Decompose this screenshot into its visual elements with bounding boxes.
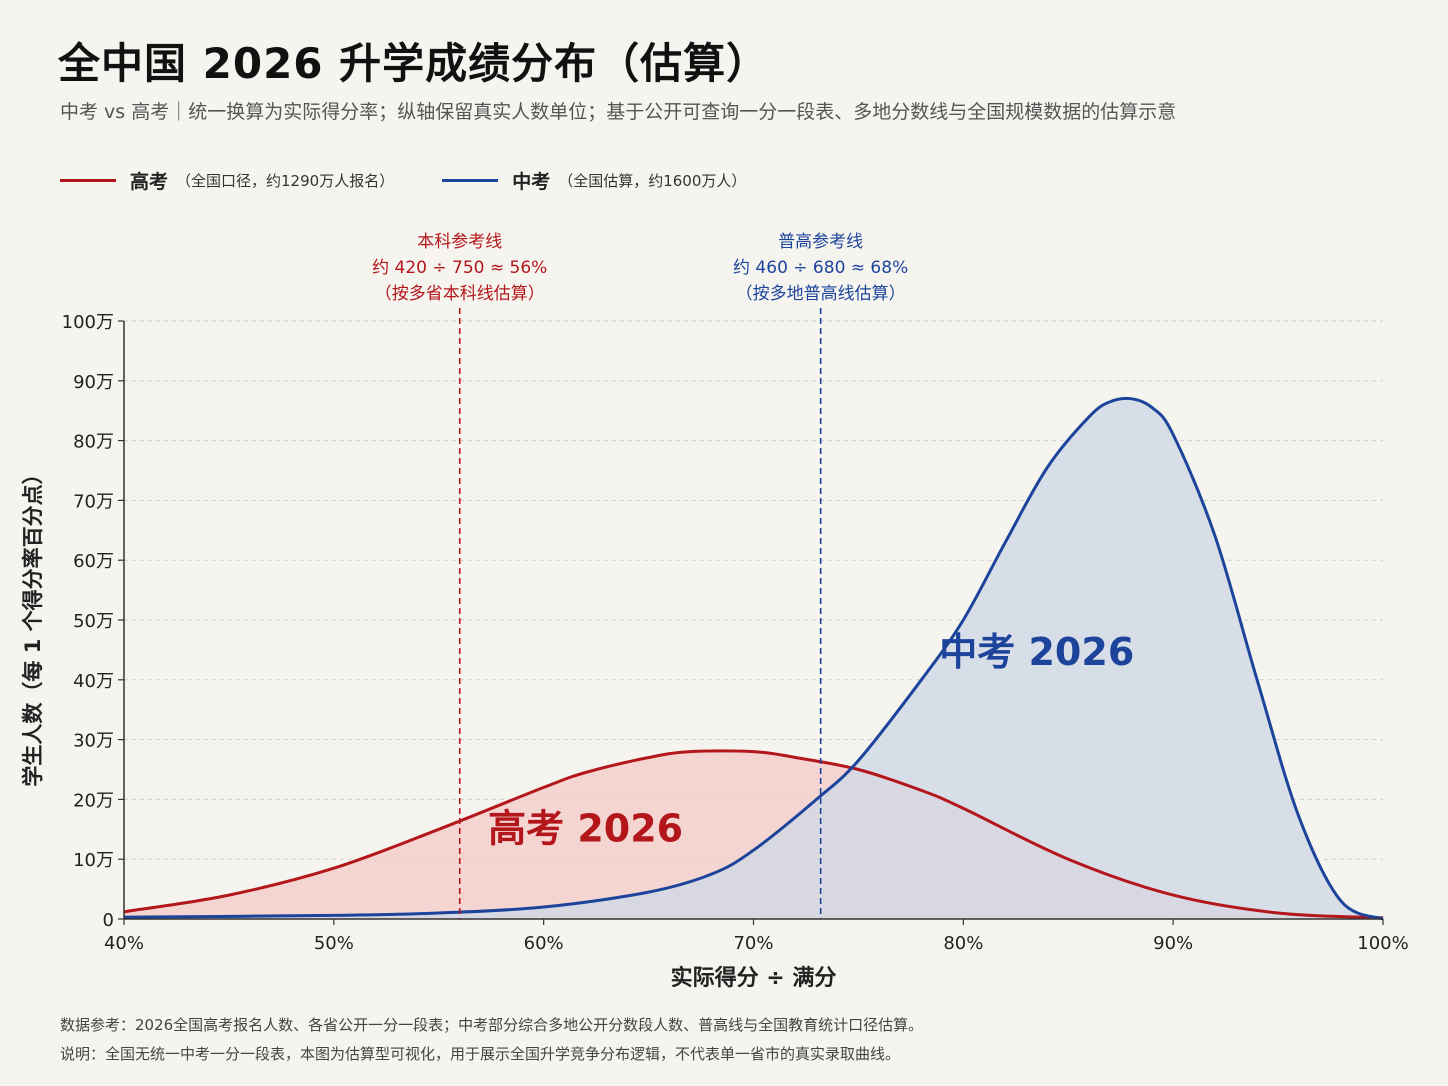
y-tick-label: 100万 [62, 312, 114, 333]
legend-item-zhongkao: 中考 （全国估算，约1600万人） [442, 167, 746, 194]
y-tick-label: 50万 [73, 611, 114, 632]
x-tick-label: 80% [943, 933, 983, 954]
legend-label-zhongkao: 中考 [512, 170, 551, 193]
x-axis-title: 实际得分 ÷ 满分 [671, 965, 837, 991]
reference-label-benke: 本科参考线 [417, 232, 502, 252]
gaokao-series-label: 高考 2026 [488, 806, 683, 850]
reference-label-pugao: 普高参考线 [778, 232, 863, 252]
legend-label-gaokao: 高考 [130, 170, 169, 193]
x-tick-label: 50% [314, 933, 354, 954]
y-tick-label: 80万 [73, 432, 114, 453]
y-tick-label: 30万 [73, 731, 114, 752]
footer-notes: 数据参考：2026全国高考报名人数、各省公开一分一段表；中考部分综合多地公开分数… [60, 1011, 923, 1069]
page-subtitle: 中考 vs 高考｜统一换算为实际得分率；纵轴保留真实人数单位；基于公开可查询一分… [60, 101, 1177, 123]
page-title: 全中国 2026 升学成绩分布（估算） [58, 39, 770, 88]
series-line-gaokao [123, 749, 1384, 920]
series-line-zhongkao [123, 396, 1384, 921]
y-tick-label: 90万 [73, 372, 114, 393]
disclaimer-note: 说明：全国无统一中考一分一段表，本图为估算型可视化，用于展示全国升学竞争分布逻辑… [60, 1045, 901, 1063]
legend-swatch-gaokao [60, 178, 116, 182]
series-area-zhongkao [124, 398, 1383, 919]
reference-label-pugao: （按多地普高线估算） [736, 284, 906, 304]
zhongkao-series-label: 中考 2026 [939, 630, 1134, 674]
y-tick-label: 20万 [73, 790, 114, 811]
reference-label-benke: 约 420 ÷ 750 ≈ 56% [372, 258, 547, 278]
y-tick-label: 60万 [73, 551, 114, 572]
y-tick-label: 10万 [73, 850, 114, 871]
x-tick-label: 40% [104, 933, 144, 954]
y-axis-title: 学生人数（每 1 个得分率百分点） [21, 463, 45, 786]
y-tick-label: 40万 [73, 671, 114, 692]
reference-label-benke: （按多省本科线估算） [375, 284, 545, 304]
legend-swatch-zhongkao [442, 178, 499, 182]
x-tick-label: 100% [1357, 933, 1408, 954]
reference-label-pugao: 约 460 ÷ 680 ≈ 68% [733, 258, 908, 278]
y-tick-label: 0 [103, 910, 114, 931]
x-tick-label: 70% [733, 933, 773, 954]
x-tick-label: 60% [524, 933, 564, 954]
y-tick-label: 70万 [73, 491, 114, 512]
legend-note-zhongkao: （全国估算，约1600万人） [558, 171, 747, 190]
chart-legend: 高考 （全国口径，约1290万人报名） 中考 （全国估算，约1600万人） [60, 166, 794, 194]
data-source-note: 数据参考：2026全国高考报名人数、各省公开一分一段表；中考部分综合多地公开分数… [60, 1016, 924, 1034]
x-tick-label: 90% [1153, 933, 1193, 954]
legend-item-gaokao: 高考 （全国口径，约1290万人报名） [60, 167, 394, 194]
legend-note-gaokao: （全国口径，约1290万人报名） [176, 171, 395, 190]
